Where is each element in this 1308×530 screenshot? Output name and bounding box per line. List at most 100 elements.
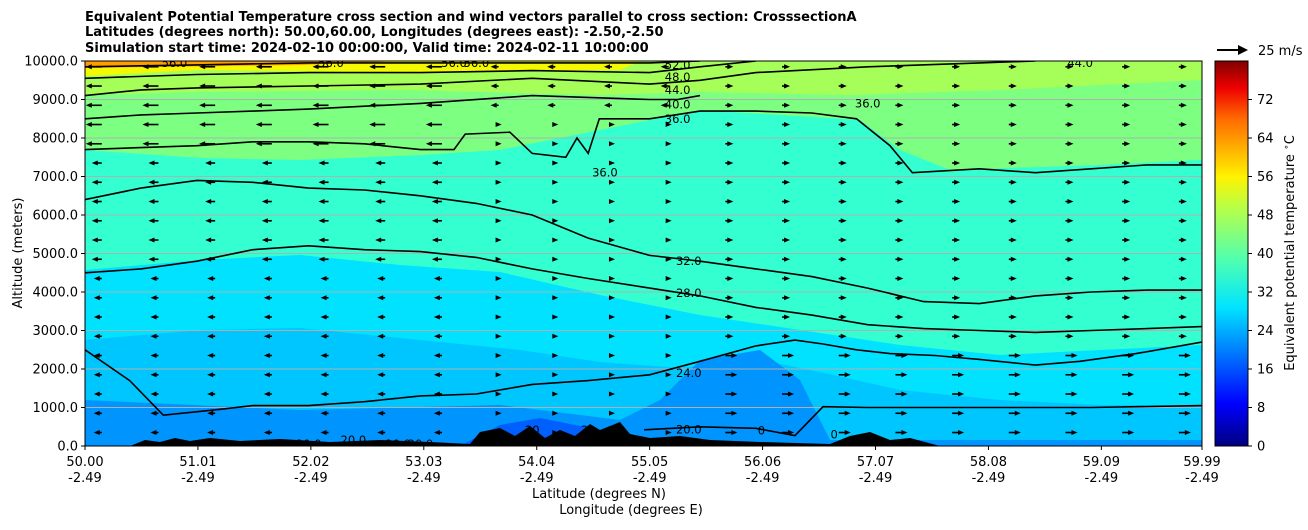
wind-arrow-head bbox=[954, 218, 961, 224]
wind-arrow-head bbox=[958, 372, 965, 378]
x-axis-label-longitude: Longitude (degrees E) bbox=[559, 503, 703, 518]
wind-arrow-head bbox=[207, 410, 214, 416]
y-tick-label: 1000.0 bbox=[33, 401, 79, 416]
wind-arrow-head bbox=[150, 333, 157, 339]
wind-arrow-head bbox=[199, 102, 206, 108]
wind-arrow-head bbox=[603, 64, 610, 70]
wind-arrow-head bbox=[665, 199, 672, 205]
wind-arrow-head bbox=[954, 122, 961, 128]
wind-arrow-head bbox=[425, 64, 432, 70]
wind-arrow-head bbox=[844, 372, 851, 378]
contour-label: 56.0 bbox=[464, 56, 490, 70]
wind-arrow-head bbox=[150, 353, 157, 359]
wind-arrow-head bbox=[495, 372, 502, 378]
wind-arrow-head bbox=[665, 372, 672, 378]
x-tick-label-latitude: 50.00 bbox=[66, 455, 103, 470]
wind-arrow-head bbox=[844, 430, 851, 436]
wind-arrow-head bbox=[784, 199, 791, 205]
wind-arrow-head bbox=[1128, 372, 1135, 378]
colorbar-tick-label: 24 bbox=[1257, 324, 1274, 339]
colorbar-tick-label: 72 bbox=[1257, 93, 1274, 108]
wind-arrow-head bbox=[1184, 391, 1191, 397]
x-tick-label-latitude: 51.01 bbox=[179, 455, 216, 470]
wind-arrow-head bbox=[205, 237, 212, 243]
wind-arrow-head bbox=[1014, 430, 1021, 436]
wind-arrow-head bbox=[958, 430, 965, 436]
chart-title-line-1: Equivalent Potential Temperature cross s… bbox=[85, 10, 857, 25]
wind-arrow-head bbox=[495, 199, 502, 205]
wind-arrow-head bbox=[495, 179, 502, 185]
wind-arrow-head bbox=[433, 276, 440, 282]
wind-arrow-head bbox=[727, 83, 734, 89]
field-band-blue bbox=[85, 350, 1202, 446]
wind-arrow-head bbox=[261, 237, 268, 243]
wind-arrow-head bbox=[954, 199, 961, 205]
wind-arrow-head bbox=[788, 372, 795, 378]
wind-arrow-head bbox=[901, 430, 908, 436]
wind-arrow-head bbox=[207, 333, 214, 339]
wind-arrow-head bbox=[318, 199, 325, 205]
contour-line-28-0 bbox=[85, 244, 1202, 334]
wind-arrow-head bbox=[1010, 333, 1017, 339]
wind-arrow-head bbox=[495, 218, 502, 224]
wind-arrow-head bbox=[375, 256, 382, 262]
x-axis: 50.00-2.4951.01-2.4952.02-2.4953.03-2.49… bbox=[66, 446, 1221, 486]
wind-arrow-head bbox=[1180, 295, 1187, 301]
wind-arrow-head bbox=[91, 179, 98, 185]
wind-arrow-head bbox=[954, 256, 961, 262]
wind-arrow-head bbox=[312, 64, 319, 70]
wind-arrow-head bbox=[552, 410, 559, 416]
wind-arrow-head bbox=[207, 430, 214, 436]
wind-arrow-head bbox=[840, 83, 847, 89]
x-tick-label-longitude: -2.49 bbox=[746, 471, 780, 486]
y-tick-label: 5000.0 bbox=[33, 247, 79, 262]
wind-arrow-head bbox=[727, 160, 734, 166]
wind-arrow-head bbox=[207, 314, 214, 320]
y-tick-label: 4000.0 bbox=[33, 286, 79, 301]
wind-arrow-head bbox=[897, 333, 904, 339]
wind-arrow-head bbox=[788, 410, 795, 416]
wind-arrow-head bbox=[1010, 122, 1017, 128]
wind-arrow-head bbox=[377, 430, 384, 436]
colorbar-tick-label: 48 bbox=[1257, 209, 1274, 224]
wind-arrow-head bbox=[93, 391, 100, 397]
wind-arrow-head bbox=[608, 295, 615, 301]
wind-arrow-head bbox=[788, 353, 795, 359]
wind-arrow-head bbox=[1067, 64, 1074, 70]
wind-arrow-head bbox=[1071, 353, 1078, 359]
chart-title-line-3: Simulation start time: 2024-02-10 00:00:… bbox=[85, 41, 649, 56]
wind-arrow-head bbox=[490, 102, 497, 108]
wind-arrow-head bbox=[1180, 64, 1187, 70]
x-tick-label-longitude: -2.49 bbox=[181, 471, 215, 486]
wind-arrow-head bbox=[1010, 199, 1017, 205]
wind-arrow-head bbox=[1067, 314, 1074, 320]
wind-arrow-head bbox=[148, 256, 155, 262]
wind-arrow-head bbox=[207, 391, 214, 397]
wind-arrow-head bbox=[1014, 353, 1021, 359]
wind-arrow-head bbox=[1067, 102, 1074, 108]
wind-arrow-head bbox=[665, 160, 672, 166]
wind-arrow-head bbox=[93, 314, 100, 320]
contour-label: 56.0 bbox=[318, 56, 344, 70]
contour-label: 56.0 bbox=[162, 56, 188, 70]
y-tick-label: 3000.0 bbox=[33, 324, 79, 339]
wind-arrow-head bbox=[897, 160, 904, 166]
wind-arrow-head bbox=[1067, 237, 1074, 243]
wind-arrow-head bbox=[318, 160, 325, 166]
wind-arrow-head bbox=[840, 237, 847, 243]
wind-arrow-head bbox=[377, 353, 384, 359]
wind-arrow-head bbox=[1124, 237, 1131, 243]
wind-arrow-head bbox=[312, 102, 319, 108]
contour-line-36-0 bbox=[85, 110, 1202, 174]
wind-arrow-head bbox=[1124, 333, 1131, 339]
wind-arrow-head bbox=[93, 333, 100, 339]
wind-arrow-head bbox=[1180, 276, 1187, 282]
wind-arrow-head bbox=[1071, 410, 1078, 416]
wind-arrow-head bbox=[1184, 430, 1191, 436]
wind-arrow-head bbox=[897, 295, 904, 301]
wind-arrow-head bbox=[91, 199, 98, 205]
wind-arrow-head bbox=[255, 64, 262, 70]
contour-label: 36.0 bbox=[592, 166, 618, 180]
contour-line-40-0 bbox=[85, 94, 701, 120]
x-tick-label-longitude: -2.49 bbox=[1085, 471, 1119, 486]
